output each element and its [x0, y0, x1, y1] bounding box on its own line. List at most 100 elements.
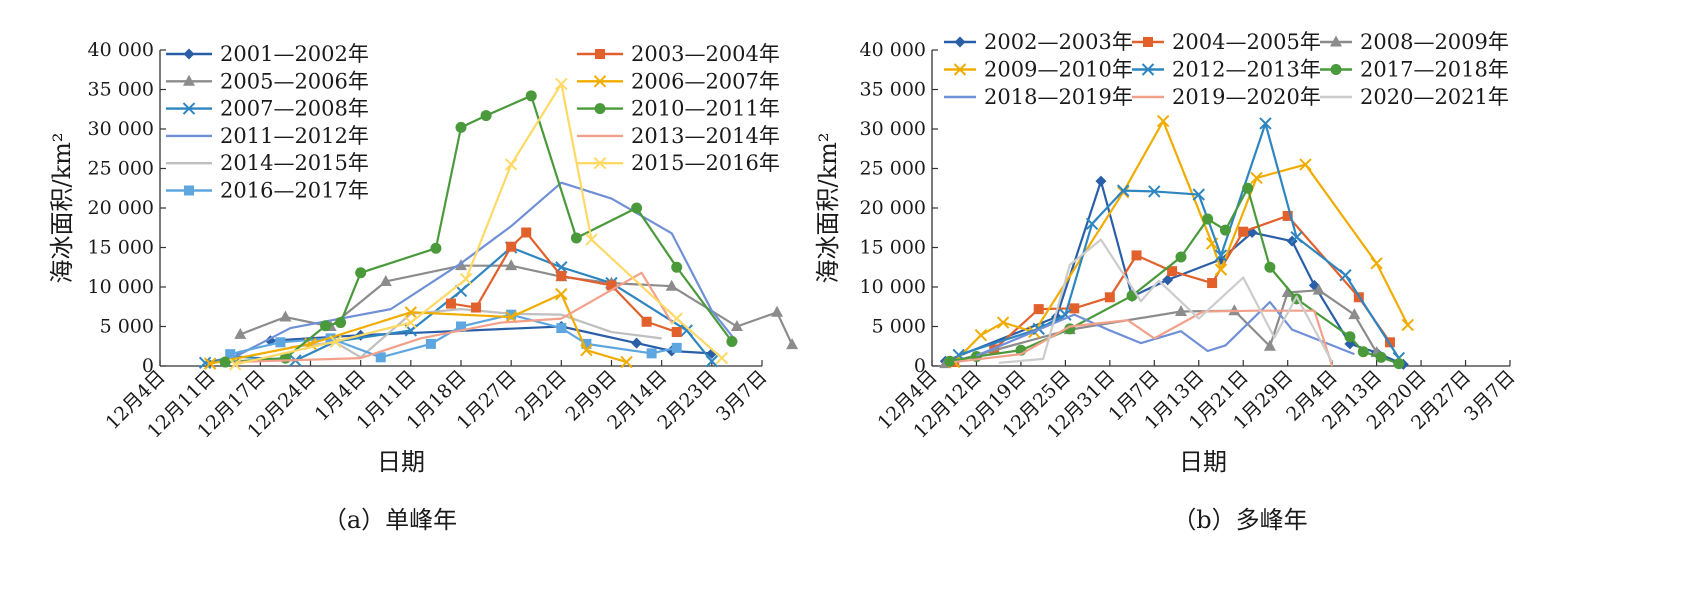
- data-point: [521, 227, 532, 238]
- legend-marker: [954, 36, 966, 48]
- data-point: [219, 356, 231, 368]
- data-point: [1281, 286, 1294, 298]
- legend-label: 2020—2021年: [1360, 85, 1509, 109]
- data-point: [320, 320, 332, 332]
- legend-label: 2004—2005年: [1172, 30, 1321, 54]
- data-point: [335, 317, 347, 329]
- data-point: [1401, 318, 1414, 332]
- data-point: [1357, 346, 1369, 358]
- data-point: [606, 280, 617, 291]
- data-point: [1104, 292, 1115, 303]
- data-point: [1131, 250, 1142, 261]
- legend-marker: [1330, 35, 1342, 47]
- y-tick-label: 30 000: [860, 118, 926, 140]
- y-tick-label: 5 000: [100, 316, 154, 338]
- legend-marker: [593, 156, 607, 170]
- data-point: [506, 241, 517, 252]
- series-9: [219, 90, 738, 368]
- legend: 2001—2002年 2005—2006年 2007—2008年 2011—2012年…: [166, 42, 780, 203]
- data-point: [1207, 278, 1218, 289]
- legend-item: 2015—2016年: [577, 151, 780, 175]
- series-6: [225, 309, 682, 363]
- legend-item: 2013—2014年: [577, 124, 780, 148]
- x-tick-label: 2月2日: [511, 366, 571, 426]
- data-point: [506, 309, 517, 320]
- series-line: [235, 271, 673, 364]
- data-point: [1348, 308, 1361, 320]
- legend-label: 2003—2004年: [631, 42, 780, 66]
- y-tick-label: 40 000: [88, 39, 154, 61]
- data-point: [445, 298, 456, 309]
- legend-marker: [183, 48, 195, 60]
- legend-item: 2010—2011年: [577, 97, 780, 121]
- data-point: [225, 349, 236, 360]
- data-point: [730, 320, 743, 331]
- series-line: [450, 231, 678, 334]
- x-tick-label: 3月7日: [712, 366, 772, 426]
- data-point: [556, 270, 567, 281]
- series-line: [953, 214, 1391, 364]
- data-point: [430, 242, 442, 254]
- y-tick-label: 5 000: [872, 316, 926, 338]
- data-point: [1192, 188, 1205, 201]
- legend-label: 2008—2009年: [1360, 30, 1509, 54]
- data-point: [1370, 257, 1383, 270]
- data-point: [404, 306, 418, 319]
- legend-label: 2001—2002年: [220, 42, 369, 66]
- data-point: [1033, 304, 1044, 315]
- data-point: [1282, 210, 1293, 221]
- data-point: [329, 335, 342, 348]
- data-point: [1214, 263, 1228, 276]
- data-point: [1375, 351, 1387, 363]
- data-point: [665, 279, 678, 291]
- data-point: [375, 352, 386, 363]
- data-point: [1219, 224, 1231, 236]
- panel-caption: （a）单峰年: [323, 506, 457, 534]
- y-tick-label: 0: [914, 355, 926, 377]
- data-point: [229, 358, 242, 371]
- legend-marker: [184, 185, 194, 196]
- data-point: [279, 310, 292, 322]
- data-point: [234, 327, 247, 339]
- legend-item: 2008—2009年: [1320, 30, 1509, 54]
- legend-marker: [595, 49, 605, 59]
- legend-label: 2010—2011年: [631, 97, 780, 121]
- series-line: [976, 300, 1355, 357]
- data-point: [680, 324, 693, 337]
- series-4: [948, 114, 1414, 369]
- data-point: [631, 202, 643, 214]
- data-point: [275, 337, 286, 348]
- data-point: [631, 337, 643, 349]
- data-point: [1214, 249, 1228, 262]
- y-tick-label: 25 000: [860, 158, 926, 180]
- data-point: [355, 267, 367, 279]
- series-5: [290, 308, 662, 359]
- data-point: [1259, 117, 1272, 130]
- data-point: [1162, 274, 1174, 286]
- legend-marker: [953, 63, 967, 76]
- data-point: [1290, 231, 1303, 244]
- y-tick-label: 35 000: [860, 79, 926, 101]
- legend-item: 2006—2007年: [577, 69, 780, 93]
- y-tick-label: 15 000: [88, 237, 154, 259]
- data-point: [726, 336, 738, 348]
- data-point: [1339, 268, 1352, 282]
- legend-marker: [1141, 63, 1155, 76]
- data-point: [404, 316, 418, 329]
- data-point: [1167, 266, 1178, 277]
- panel-caption: （b）多峰年: [1172, 506, 1307, 534]
- legend-label: 2002—2003年: [984, 30, 1133, 54]
- legend-label: 2019—2020年: [1172, 85, 1321, 109]
- y-tick-label: 40 000: [860, 39, 926, 61]
- y-tick-label: 30 000: [88, 118, 154, 140]
- data-point: [1174, 304, 1187, 316]
- data-point: [556, 323, 567, 334]
- data-point: [585, 233, 598, 246]
- data-point: [505, 259, 518, 271]
- data-point: [1175, 251, 1187, 263]
- series-10: [235, 271, 673, 364]
- y-axis-title: 海冰面积/km²: [48, 132, 76, 283]
- data-point: [1095, 175, 1107, 187]
- data-point: [570, 232, 582, 244]
